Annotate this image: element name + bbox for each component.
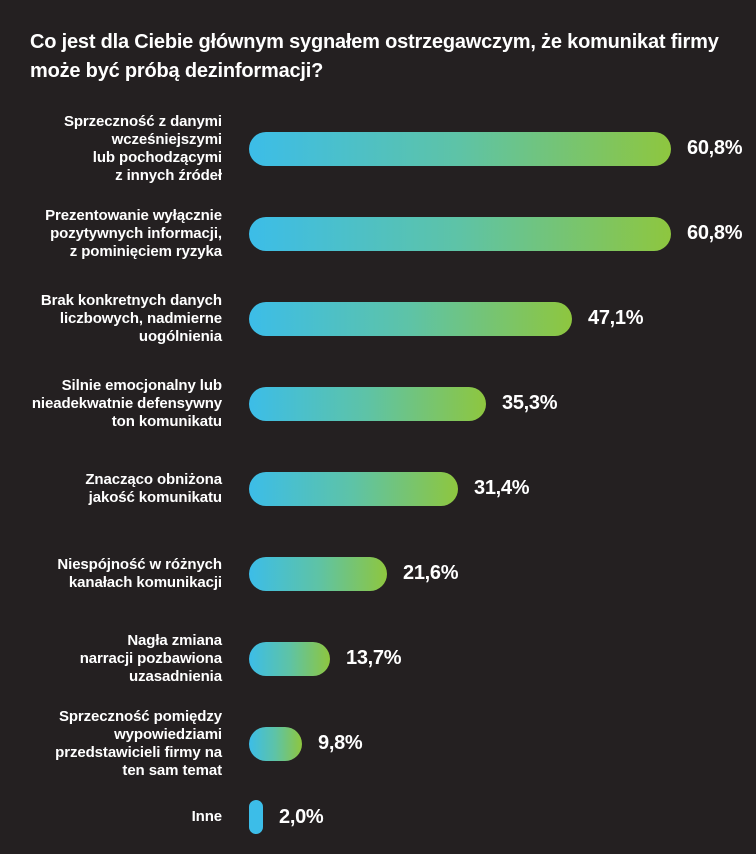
- category-label: Znacząco obniżona jakość komunikatu: [85, 470, 222, 506]
- value-label: 13,7%: [346, 647, 402, 669]
- value-label: 60,8%: [687, 137, 743, 159]
- value-label: 35,3%: [502, 392, 558, 414]
- category-label: Prezentowanie wyłącznie pozytywnych info…: [45, 206, 222, 260]
- value-label: 60,8%: [687, 222, 743, 244]
- chart-row: Niespójność w różnych kanałach komunikac…: [30, 531, 756, 616]
- value-label: 21,6%: [403, 562, 459, 584]
- chart-row: Sprzeczność z danymi wcześniejszymi lub …: [30, 106, 756, 191]
- value-label: 31,4%: [474, 477, 530, 499]
- bar: [249, 726, 302, 761]
- bar: [249, 216, 671, 251]
- bar: [249, 556, 387, 591]
- category-label: Sprzeczność z danymi wcześniejszymi lub …: [63, 112, 222, 184]
- chart-row: Brak konkretnych danych liczbowych, nadm…: [30, 276, 756, 361]
- category-label: Brak konkretnych danych liczbowych, nadm…: [40, 291, 222, 345]
- chart-row: Znacząco obniżona jakość komunikatu 31,4…: [30, 446, 756, 531]
- chart-row: Silnie emocjonalny lub nieadekwatnie def…: [30, 361, 756, 446]
- category-label: Inne: [191, 808, 223, 825]
- chart-row: Sprzeczność pomiędzy wypowiedziami przed…: [30, 701, 756, 786]
- chart-title: Co jest dla Ciebie głównym sygnałem ostr…: [30, 31, 719, 82]
- bar: [249, 301, 572, 336]
- bar-chart: Sprzeczność z danymi wcześniejszymi lub …: [30, 106, 756, 848]
- category-label: Niespójność w różnych kanałach komunikac…: [57, 555, 222, 591]
- value-label: 2,0%: [279, 805, 324, 828]
- bar: [249, 386, 486, 421]
- bar: [249, 471, 458, 506]
- bar: [249, 131, 671, 166]
- chart-row: Inne 2,0%: [30, 786, 756, 848]
- value-label: 9,8%: [318, 732, 363, 754]
- category-label: Sprzeczność pomiędzy wypowiedziami przed…: [55, 707, 222, 779]
- category-label: Nagła zmiana narracji pozbawiona uzasadn…: [79, 631, 222, 685]
- chart-row: Prezentowanie wyłącznie pozytywnych info…: [30, 191, 756, 276]
- bar: [249, 800, 263, 834]
- category-label: Silnie emocjonalny lub nieadekwatnie def…: [31, 376, 222, 430]
- value-label: 47,1%: [588, 307, 644, 329]
- bar: [249, 641, 330, 676]
- chart-row: Nagła zmiana narracji pozbawiona uzasadn…: [30, 616, 756, 701]
